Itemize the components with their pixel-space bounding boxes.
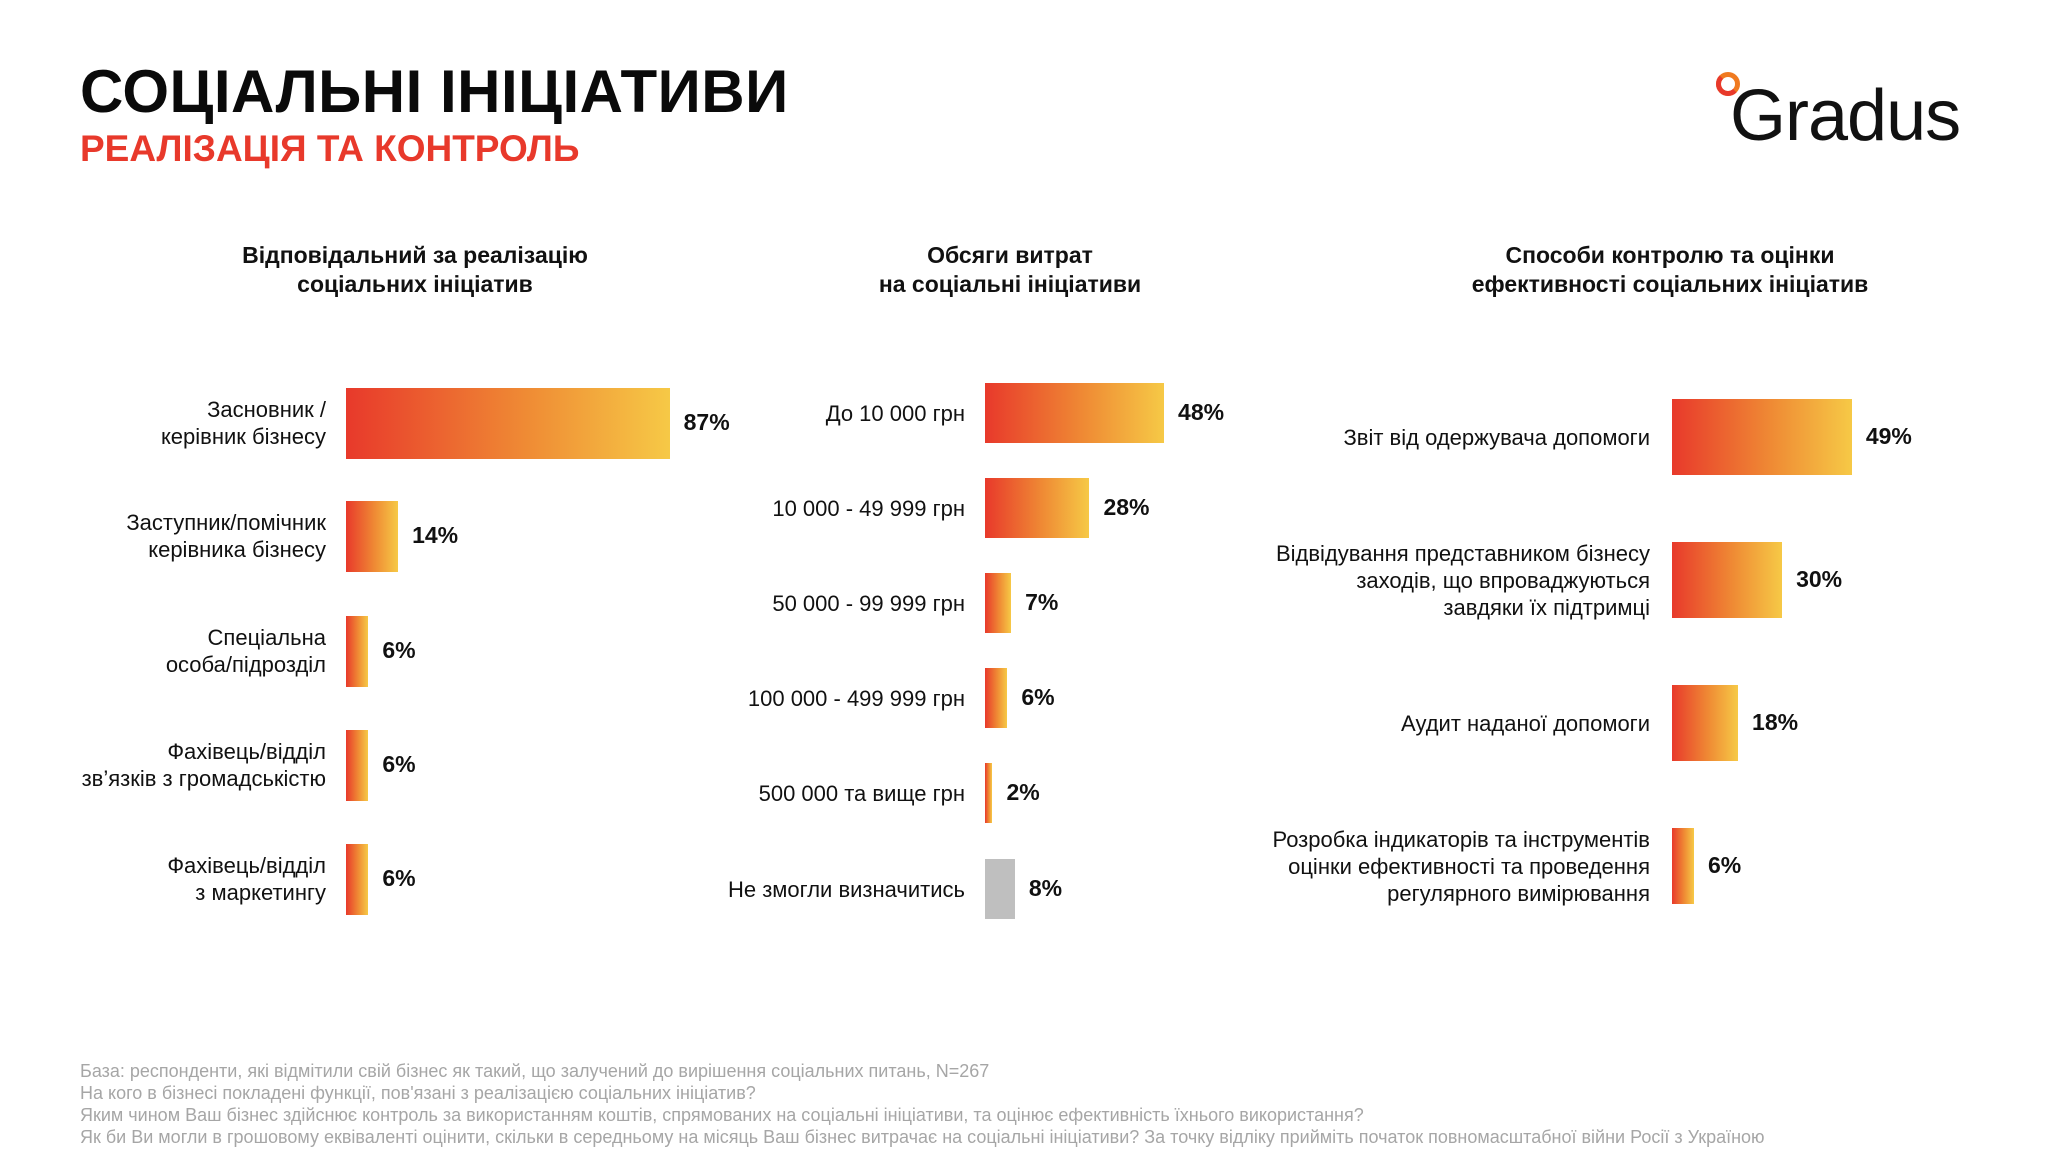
- value-label: 8%: [1028, 875, 1063, 901]
- value-label: 6%: [1708, 852, 1742, 878]
- category-label: 500 000 та вище грн: [665, 780, 965, 807]
- bar: [346, 500, 399, 572]
- value-label: 87%: [683, 409, 730, 435]
- category-label-line: заходів, що впроваджуються: [1356, 567, 1650, 593]
- value-label: 6%: [382, 637, 416, 663]
- bar: [985, 478, 1090, 538]
- bar: [1672, 828, 1695, 904]
- category-label-line: з маркетингу: [195, 880, 326, 905]
- page-title: СОЦІАЛЬНІ ІНІЦІАТИВИ: [80, 58, 789, 125]
- bar: [985, 859, 1015, 919]
- bar: [346, 615, 369, 687]
- category-label: Спеціальна особа/підрозділ: [26, 624, 326, 678]
- category-label-line: Аудит наданої допомоги: [1401, 710, 1650, 736]
- category-label-line: Звіт від одержувача допомоги: [1343, 424, 1651, 450]
- footnote-question-spending: Як би Ви могли в грошовому еквіваленті о…: [80, 1127, 1765, 1147]
- bar: [346, 729, 369, 801]
- category-label-line: керівника бізнесу: [148, 537, 326, 562]
- value-label: 48%: [1178, 399, 1225, 425]
- category-label-line: 50 000 - 99 999 грн: [772, 590, 965, 616]
- chart-title: Відповідальний за реалізацію соціальних і…: [155, 241, 675, 299]
- category-label-line: Спеціальна: [207, 625, 326, 650]
- chart-title-line: на соціальні ініціативи: [878, 271, 1142, 297]
- value-label: 6%: [382, 751, 416, 777]
- category-label: Аудит наданої допомоги: [1190, 710, 1650, 737]
- category-label-line: 10 000 - 49 999 грн: [772, 495, 965, 521]
- category-label-line: керівник бізнесу: [160, 424, 326, 449]
- bar: [985, 573, 1012, 633]
- bar: [985, 668, 1008, 728]
- category-label: До 10 000 грн: [665, 400, 965, 427]
- category-label-line: Фахівець/відділ: [167, 853, 326, 878]
- category-label: 10 000 - 49 999 грн: [665, 495, 965, 522]
- page-subtitle: РЕАЛІЗАЦІЯ ТА КОНТРОЛЬ: [80, 128, 580, 169]
- bar: [346, 843, 369, 915]
- value-label: 14%: [412, 522, 459, 548]
- category-label: Заступник/помічник керівника бізнесу: [26, 509, 326, 563]
- bar: [985, 763, 993, 823]
- category-label-line: Засновник /: [207, 397, 326, 422]
- category-label-line: особа/підрозділ: [165, 652, 326, 677]
- category-label-line: Розробка індикаторів та інструментів: [1272, 826, 1650, 852]
- chart-title-line: Способи контролю та оцінки: [1505, 242, 1835, 268]
- category-label-line: регулярного вимірювання: [1387, 880, 1650, 906]
- value-label: 2%: [1006, 779, 1040, 805]
- bar: [1672, 542, 1783, 618]
- category-label: Засновник / керівник бізнесу: [26, 396, 326, 450]
- category-label: 50 000 - 99 999 грн: [665, 590, 965, 617]
- value-label: 30%: [1796, 566, 1843, 592]
- bar: [1672, 685, 1739, 761]
- value-label: 6%: [382, 865, 416, 891]
- category-label-line: зв’язків з громадськістю: [81, 766, 326, 791]
- footnote-base: База: респонденти, які відмітили свій бі…: [80, 1061, 990, 1081]
- chart-title-line: ефективності соціальних ініціатив: [1471, 271, 1869, 297]
- value-label: 28%: [1103, 494, 1150, 520]
- category-label-line: Не змогли визначитись: [727, 876, 965, 902]
- chart-title: Способи контролю та оцінки ефективності с…: [1410, 241, 1930, 299]
- value-label: 18%: [1752, 709, 1799, 735]
- gradus-logo: Gradus: [1716, 62, 2006, 158]
- category-label-line: 100 000 - 499 999 грн: [747, 685, 965, 711]
- bar: [985, 383, 1165, 443]
- category-label: Фахівець/відділ з маркетингу: [26, 852, 326, 906]
- category-label-line: завдяки їх підтримці: [1443, 594, 1650, 620]
- value-label: 7%: [1025, 589, 1059, 615]
- category-label-line: Відвідування представником бізнесу: [1275, 540, 1650, 566]
- bar: [1672, 399, 1852, 475]
- category-label-line: 500 000 та вище грн: [758, 780, 965, 806]
- category-label: Не змогли визначитись: [665, 876, 965, 903]
- category-label: 100 000 - 499 999 грн: [665, 685, 965, 712]
- chart-title-line: Відповідальний за реалізацію: [242, 242, 588, 268]
- category-label: Розробка індикаторів та інструментів оцін…: [1190, 826, 1650, 907]
- category-label-line: Фахівець/відділ: [167, 739, 326, 764]
- category-label-line: оцінки ефективності та проведення: [1288, 853, 1650, 879]
- value-label: 49%: [1865, 423, 1912, 449]
- footnotes: База: респонденти, які відмітили свій бі…: [80, 1060, 1765, 1148]
- chart-title-line: Обсяги витрат: [927, 242, 1093, 268]
- category-label: Відвідування представником бізнесу заході…: [1190, 540, 1650, 621]
- chart-title: Обсяги витрат на соціальні ініціативи: [800, 241, 1220, 299]
- category-label: Звіт від одержувача допомоги: [1190, 424, 1651, 451]
- ring-dot-icon: [1716, 72, 1740, 96]
- value-label: 6%: [1021, 684, 1055, 710]
- category-label: Фахівець/відділ зв’язків з громадськістю: [26, 738, 326, 792]
- bar: [346, 387, 670, 459]
- category-label-line: До 10 000 грн: [825, 400, 965, 426]
- logo-text: Gradus: [1730, 76, 1961, 156]
- footnote-question-control: Яким чином Ваш бізнес здійснює контроль …: [80, 1105, 1364, 1125]
- chart-title-line: соціальних ініціатив: [297, 271, 533, 297]
- category-label-line: Заступник/помічник: [126, 510, 326, 535]
- footnote-question-responsible: На кого в бізнесі покладені функції, пов…: [80, 1083, 756, 1103]
